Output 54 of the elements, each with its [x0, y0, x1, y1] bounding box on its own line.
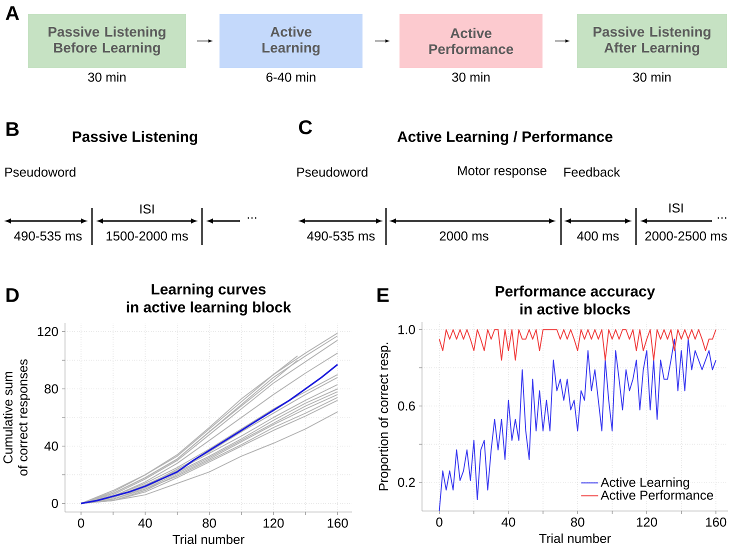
text: 30 min — [452, 72, 490, 82]
chart-title: Performance accuracy in active blocks — [496, 286, 656, 314]
legend-label: Active Learning — [600, 477, 690, 490]
y-axis-title: Cumulative sum of correct responses — [3, 359, 30, 476]
text: 400 ms — [577, 231, 619, 241]
y-tick-label: 120 — [38, 327, 58, 336]
category-label: Active Learning — [262, 26, 320, 56]
y-tick-label: 0.2 — [398, 478, 415, 487]
x-tick-label: 40 — [502, 518, 516, 527]
text: 2000-2500 ms — [645, 231, 727, 241]
x-tick-label: 120 — [636, 518, 658, 527]
text: A — [6, 6, 20, 20]
text: Active Learning / Performance — [397, 131, 612, 145]
y-tick-label: 1.0 — [398, 325, 415, 334]
x-tick-label: 40 — [138, 518, 152, 528]
text: 1500-2000 ms — [106, 231, 188, 241]
category-label: Active Performance — [429, 28, 514, 54]
y-axis-title: Proportion of correct resp. — [378, 342, 391, 490]
text: 6-40 min — [266, 72, 316, 82]
text: Passive Listening — [72, 131, 198, 145]
text: 490-535 ms — [307, 231, 375, 241]
y-tick-label: 40 — [44, 442, 58, 451]
x-tick-label: 0 — [78, 518, 84, 528]
text: ... — [718, 217, 726, 219]
x-tick-label: 80 — [202, 518, 216, 528]
text: ... — [248, 217, 256, 219]
chart-title: Learning curves in active learning block — [126, 284, 292, 316]
x-tick-label: 80 — [570, 518, 584, 527]
x-tick-label: 160 — [706, 518, 726, 527]
text: ISI — [140, 204, 154, 214]
x-axis-title: Trial number — [539, 534, 611, 544]
y-tick-label: 0 — [52, 498, 58, 508]
text: D — [6, 288, 19, 302]
x-tick-label: 0 — [436, 518, 442, 527]
text: Pseudoword — [297, 167, 368, 177]
x-tick-label: 120 — [264, 518, 284, 528]
y-tick-label: 0.6 — [398, 401, 415, 411]
text: 30 min — [633, 72, 671, 82]
text: C — [299, 120, 312, 134]
x-axis-title: Trial number — [172, 534, 244, 544]
text: Feedback — [564, 167, 620, 177]
text: Pseudoword — [5, 167, 76, 177]
text: E — [378, 288, 389, 302]
text: 490-535 ms — [14, 231, 82, 241]
category-label: Passive Listening Before Learning — [48, 26, 166, 56]
x-tick-label: 160 — [328, 518, 348, 528]
text: 2000 ms — [440, 231, 488, 241]
text: Motor response — [458, 166, 546, 178]
text: 30 min — [88, 72, 126, 82]
text: B — [6, 122, 19, 136]
y-tick-label: 80 — [44, 384, 58, 394]
legend-label: Active Performance — [600, 490, 714, 500]
text: ISI — [669, 203, 683, 213]
category-label: Passive Listening After Learning — [594, 26, 710, 56]
